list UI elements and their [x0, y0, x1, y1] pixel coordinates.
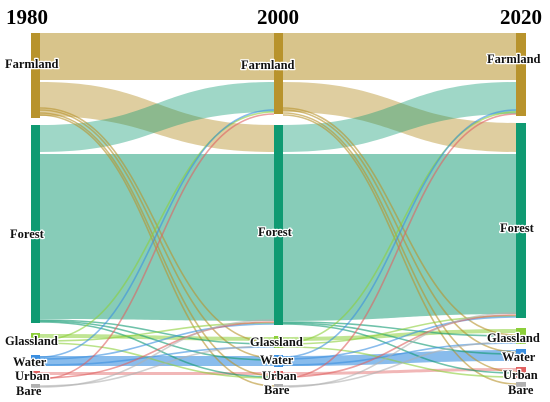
flow-2000-2020-forest-farmland — [283, 82, 516, 152]
node-2020-bare — [516, 382, 526, 387]
year-header-2020: 2020 — [500, 5, 542, 29]
node-2000-bare — [274, 384, 283, 389]
node-2020-farmland — [516, 33, 526, 116]
flow-1980-2000-forest-water — [39, 320, 275, 361]
labels-1980: Farmland Forest Glassland Water Urban Ba… — [4, 56, 60, 400]
node-2020-urban — [516, 367, 526, 378]
year-header-2000: 2000 — [257, 5, 299, 29]
flow-1980-2000-glassland-urban — [39, 342, 275, 379]
node-label-2000-glassland: Glassland — [250, 335, 303, 349]
node-1980-farmland — [31, 33, 40, 118]
node-label-1980-farmland: Farmland — [5, 57, 59, 71]
flow-1980-2000-farmland-forest — [40, 82, 274, 152]
node-label-1980-water: Water — [13, 355, 47, 369]
labels-2020: Farmland Forest Glassland Water Urban Ba… — [486, 51, 542, 399]
flow-2000-2020-farmland-water — [282, 109, 517, 353]
node-label-2020-forest: Forest — [500, 221, 535, 235]
node-label-2000-water: Water — [260, 353, 294, 367]
flow-2000-2020-glassland-urban — [282, 346, 517, 378]
node-2000-forest — [274, 125, 283, 325]
node-label-1980-glassland: Glassland — [5, 334, 58, 348]
node-label-1980-bare: Bare — [16, 384, 42, 398]
node-label-2020-bare: Bare — [508, 383, 534, 397]
node-label-2000-farmland: Farmland — [241, 58, 295, 72]
flow-1980-2000-water-farmland — [39, 109, 275, 358]
node-1980-glassland — [31, 333, 40, 344]
node-2020-water — [516, 349, 526, 362]
node-label-1980-urban: Urban — [15, 369, 50, 383]
year-headers: 1980 2000 2020 — [6, 5, 542, 29]
flow-2000-2020-farmland-farmland — [283, 33, 516, 80]
flow-1980-2000-water-forest — [39, 323, 275, 360]
flow-1980-2000-bare-forest — [39, 319, 275, 388]
node-label-2000-urban: Urban — [262, 369, 297, 383]
node-label-2000-bare: Bare — [264, 383, 290, 397]
flow-2000-2020-farmland-glassland — [282, 107, 517, 336]
flows-layer — [39, 33, 517, 388]
flow-2000-2020-farmland-forest — [283, 82, 516, 152]
node-1980-water — [31, 355, 40, 367]
flow-2000-2020-farmland-urban — [282, 112, 517, 373]
year-header-1980: 1980 — [6, 5, 48, 29]
flow-2000-2020-glassland-glassland — [283, 329, 516, 341]
flow-1980-2000-urban-forest — [39, 321, 275, 379]
node-2000-urban — [274, 371, 283, 379]
node-2020-forest — [516, 123, 526, 318]
flow-2000-2020-forest-forest — [283, 154, 516, 321]
nodes-layer — [31, 33, 526, 389]
node-2020-glassland — [516, 328, 526, 344]
flow-1980-2000-forest-farmland — [40, 82, 274, 152]
flow-2000-2020-forest-urban — [282, 323, 517, 374]
node-2000-farmland — [274, 33, 283, 114]
flow-1980-2000-forest-forest — [40, 154, 274, 321]
node-2000-glassland — [274, 336, 283, 348]
flow-2000-2020-bare-forest — [282, 312, 517, 388]
flow-2000-2020-water-forest — [282, 316, 517, 360]
node-label-2020-water: Water — [502, 350, 536, 364]
node-label-2000-forest: Forest — [258, 225, 293, 239]
flow-2000-2020-urban-forest — [282, 314, 517, 378]
flow-1980-2000-glassland-glassland — [40, 334, 274, 341]
node-1980-forest — [31, 125, 40, 323]
node-2000-water — [274, 355, 283, 367]
flow-2000-2020-urban-farmland — [282, 113, 517, 379]
node-label-1980-forest: Forest — [10, 227, 45, 241]
node-label-2020-glassland: Glassland — [487, 331, 540, 345]
flow-1980-2000-farmland-urban — [39, 112, 275, 377]
flow-1980-2000-urban-farmland — [39, 113, 275, 380]
flow-2000-2020-glassland-farmland — [282, 111, 517, 344]
labels-2000: Farmland Forest Glassland Water Urban Ba… — [240, 57, 304, 399]
flow-2000-2020-water-farmland — [282, 109, 517, 358]
node-1980-urban — [31, 371, 40, 380]
node-label-2020-urban: Urban — [503, 368, 538, 382]
flow-2000-2020-forest-glassland — [282, 321, 517, 337]
node-label-2020-farmland: Farmland — [487, 52, 541, 66]
flow-2000-2020-urban-urban — [283, 368, 516, 375]
node-1980-bare — [31, 384, 40, 389]
flow-1980-2000-farmland-farmland — [40, 33, 274, 80]
flow-1980-2000-farmland-bare — [39, 114, 275, 387]
